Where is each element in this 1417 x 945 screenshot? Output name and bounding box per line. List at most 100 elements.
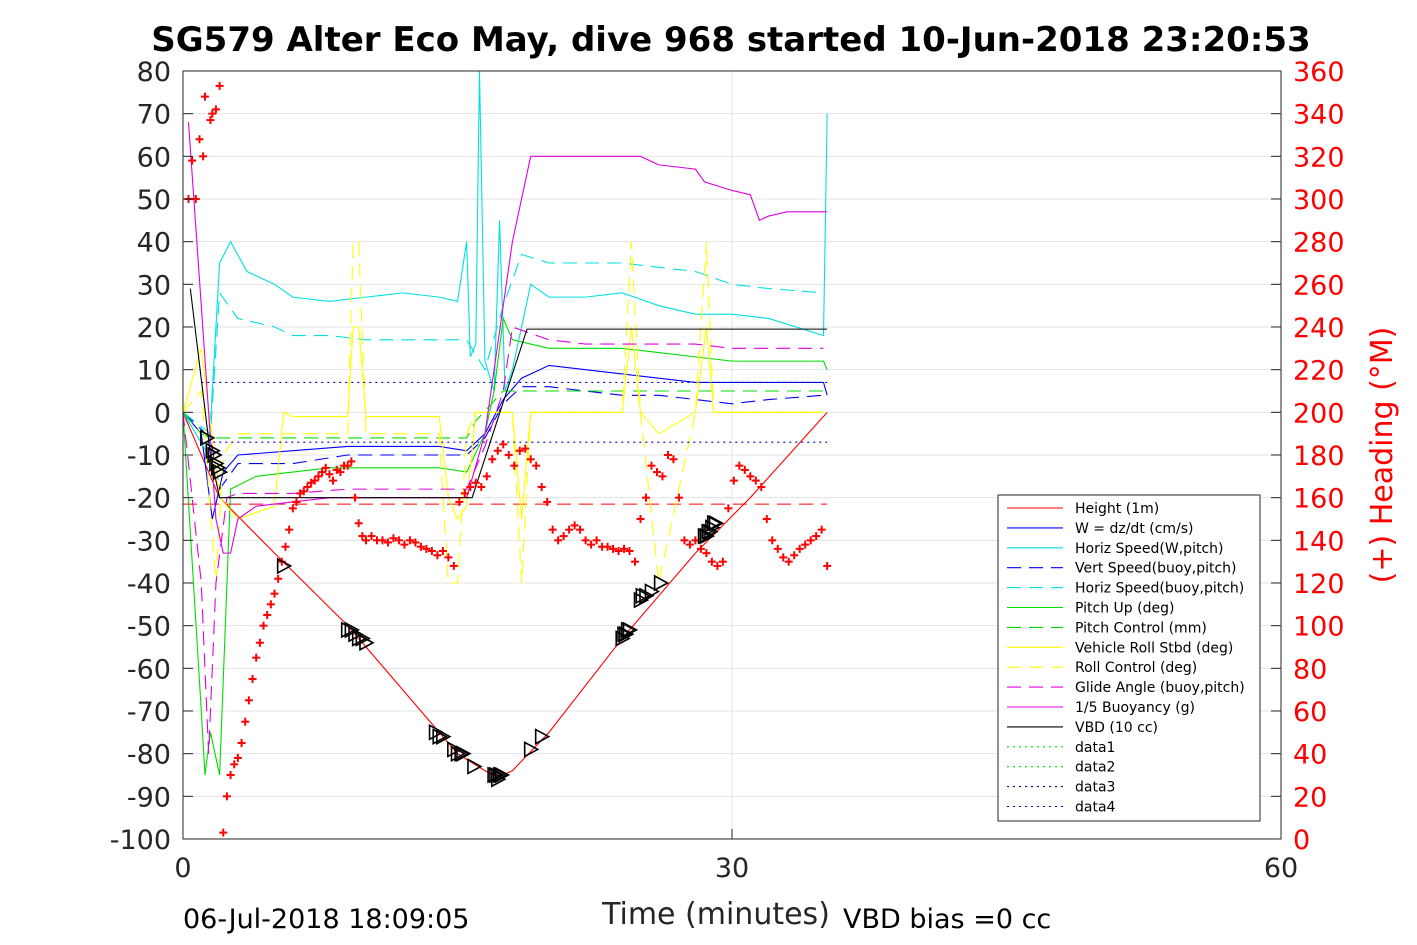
y-tick-label-16: -80 (127, 740, 171, 771)
y-right-tick-label-11: 140 (1293, 526, 1345, 557)
series-line-3 (183, 386, 824, 491)
heading-marker (532, 461, 541, 470)
heading-marker (773, 544, 782, 553)
legend-label-6: Pitch Control (mm) (1075, 620, 1207, 636)
heading-marker (255, 638, 264, 647)
y-right-tick-label-13: 100 (1293, 612, 1345, 643)
y-tick-label-2: 60 (137, 142, 171, 173)
y-right-tick-label-12: 120 (1293, 569, 1345, 600)
heading-marker (422, 544, 431, 553)
heading-marker (416, 542, 425, 551)
y-tick-label-6: 20 (137, 313, 171, 344)
gps-marker (697, 527, 714, 545)
heading-marker (521, 444, 530, 453)
heading-marker (263, 611, 272, 619)
legend-label-11: VBD (10 cc) (1075, 720, 1158, 736)
heading-marker (281, 542, 290, 551)
y-tick-label-7: 10 (137, 356, 171, 387)
heading-marker (499, 440, 508, 449)
legend-label-5: Pitch Up (deg) (1075, 601, 1174, 617)
heading-marker (351, 493, 360, 502)
heading-marker (504, 451, 513, 459)
heading-marker (455, 497, 464, 506)
gps-marker (706, 514, 723, 532)
legend-label-14: data3 (1075, 780, 1115, 796)
heading-marker (592, 536, 601, 545)
heading-marker (548, 525, 557, 534)
heading-marker (285, 525, 294, 534)
y-tick-label-4: 40 (137, 228, 171, 259)
heading-marker (208, 109, 217, 118)
heading-marker (389, 534, 398, 543)
gps-marker (276, 557, 293, 575)
heading-marker (493, 446, 502, 455)
heading-marker (188, 156, 197, 165)
legend-label-15: data4 (1075, 800, 1116, 816)
heading-marker (576, 525, 585, 534)
gps-marker (487, 766, 503, 784)
heading-marker (762, 515, 771, 523)
heading-marker (274, 574, 283, 583)
heading-marker (270, 589, 279, 598)
heading-marker (303, 483, 312, 491)
gps-marker (428, 723, 445, 741)
gps-marker (708, 514, 725, 532)
heading-marker (806, 536, 815, 545)
series-line-2 (183, 71, 828, 457)
chart-title: SG579 Alter Eco May, dive 968 started 10… (151, 20, 1310, 60)
y-tick-label-11: -30 (127, 526, 171, 557)
heading-marker (329, 476, 338, 485)
heading-marker (702, 549, 711, 558)
heading-marker (603, 542, 612, 551)
y-tick-label-10: -20 (127, 484, 171, 515)
heading-marker (779, 553, 788, 562)
gps-marker (653, 574, 670, 592)
y-right-tick-label-5: 260 (1293, 270, 1345, 301)
y-tick-label-17: -90 (127, 782, 171, 813)
heading-marker (211, 105, 220, 114)
heading-marker (477, 483, 486, 491)
gps-marker (467, 758, 483, 775)
heading-marker (784, 557, 793, 566)
heading-marker (200, 92, 209, 101)
heading-marker (510, 461, 519, 470)
gps-marker (359, 634, 375, 652)
heading-marker (729, 476, 738, 485)
series-group (183, 71, 828, 778)
heading-marker (405, 536, 414, 545)
heading-marker (354, 519, 363, 528)
heading-marker (367, 532, 376, 541)
gps-marker (348, 625, 364, 643)
gps-marker (436, 728, 452, 745)
heading-marker (674, 493, 683, 502)
gps-marker (639, 587, 655, 605)
heading-marker (559, 532, 568, 541)
gps-marker (490, 770, 507, 788)
x-tick-label-2: 60 (1264, 853, 1298, 884)
footer-vbd-bias: VBD bias =0 cc (843, 904, 1051, 935)
heading-marker (343, 461, 352, 470)
heading-marker (358, 532, 367, 541)
gps-marker (447, 741, 463, 758)
heading-marker (609, 544, 618, 553)
heading-marker (751, 476, 760, 485)
y-right-tick-label-17: 20 (1293, 782, 1327, 813)
legend: Height (1m) W = dz/dt (cm/s) Horiz Speed(W… (997, 494, 1261, 822)
y-tick-label-5: 30 (137, 270, 171, 301)
heading-marker (237, 739, 246, 747)
x-axis-label: Time (minutes) (601, 897, 830, 932)
y-right-tick-label-7: 220 (1293, 356, 1345, 387)
heading-marker (713, 561, 722, 570)
heading-marker (817, 525, 826, 534)
legend-label-3: Vert Speed(buoy,pitch) (1075, 561, 1237, 577)
gps-marker (622, 621, 639, 639)
heading-marker (757, 483, 766, 491)
heading-marker (266, 600, 275, 609)
heading-marker (740, 465, 749, 474)
heading-marker (685, 540, 694, 549)
y-tick-label-8: 0 (154, 398, 171, 429)
gps-marker (615, 630, 631, 647)
heading-marker (215, 81, 224, 90)
heading-marker (222, 792, 231, 801)
